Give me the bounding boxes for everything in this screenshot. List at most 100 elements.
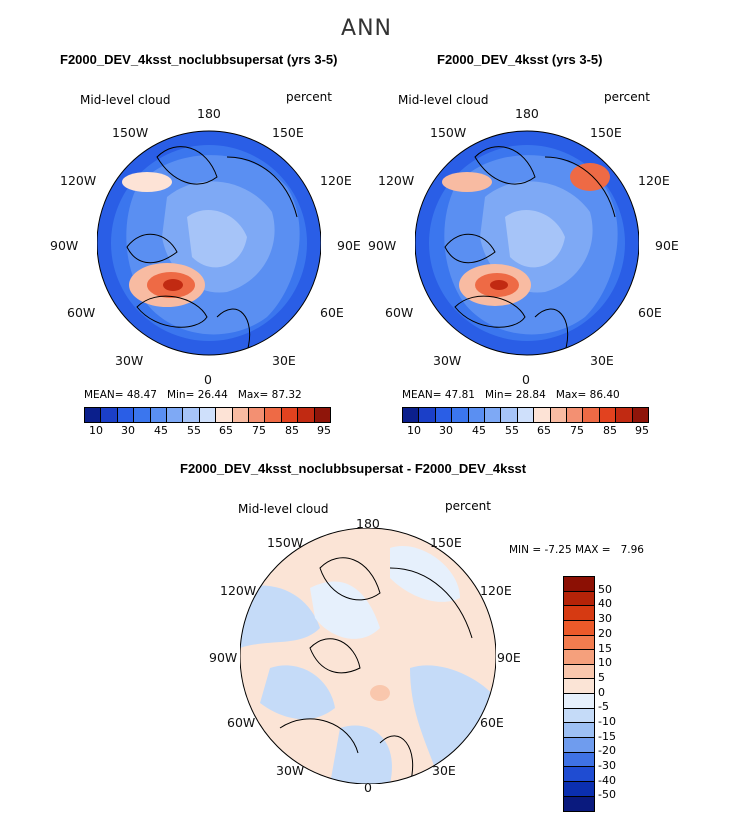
lon-label: 120E xyxy=(320,173,352,188)
colorbar-swatch xyxy=(85,408,102,422)
max-value: 7.96 xyxy=(620,544,644,556)
max-label: Max= xyxy=(237,389,269,401)
colorbar-tick: -15 xyxy=(598,730,616,743)
lon-label: 60E xyxy=(480,715,504,730)
colorbar-tick: 20 xyxy=(598,627,612,640)
colorbar-swatch xyxy=(117,408,135,422)
colorbar-swatch xyxy=(199,408,217,422)
lon-label: 120W xyxy=(220,583,257,598)
colorbar-swatch xyxy=(101,408,118,422)
colorbar-swatch xyxy=(567,408,584,422)
map-fill-neg xyxy=(330,725,392,784)
panel-1-colorbar xyxy=(84,407,331,423)
min-value: 26.44 xyxy=(197,389,228,401)
coastline xyxy=(319,557,381,601)
colorbar-tick: 85 xyxy=(285,424,299,437)
colorbar-swatch xyxy=(564,738,594,753)
mean-value: 47.81 xyxy=(444,389,475,401)
map-fill-warm-2 xyxy=(442,172,492,192)
colorbar-swatch xyxy=(564,606,594,621)
map-fill-neg xyxy=(260,665,335,720)
colorbar-swatch xyxy=(564,694,594,709)
coastline xyxy=(454,295,526,328)
colorbar-swatch xyxy=(183,408,200,422)
lon-label: 60W xyxy=(227,715,256,730)
colorbar-tick: 30 xyxy=(121,424,135,437)
map-fill-warm-3 xyxy=(570,163,610,191)
panel-2-stats: MEAN= 47.81 Min= 28.84 Max= 86.40 xyxy=(402,389,620,401)
map-border xyxy=(97,130,321,356)
max-label: MAX = xyxy=(575,544,611,556)
lon-label: 150W xyxy=(430,125,467,140)
lon-label: 120W xyxy=(378,173,415,188)
colorbar-tick: 30 xyxy=(439,424,453,437)
lon-label: 30E xyxy=(590,353,614,368)
colorbar-swatch xyxy=(583,408,600,422)
lon-label: 30E xyxy=(432,763,456,778)
colorbar-tick: -40 xyxy=(598,774,616,787)
min-value: -7.25 xyxy=(544,544,572,556)
colorbar-tick: -50 xyxy=(598,788,616,801)
map-fill-pale xyxy=(505,209,565,268)
colorbar-tick: 10 xyxy=(407,424,421,437)
lon-label: 30E xyxy=(272,353,296,368)
colorbar-tick: 55 xyxy=(505,424,519,437)
map-fill-neutral xyxy=(310,581,380,639)
panel-3-colorbar xyxy=(563,576,595,813)
min-value: 28.84 xyxy=(515,389,546,401)
lon-label: 150W xyxy=(267,535,304,550)
lon-label: 90E xyxy=(497,650,521,665)
mean-value: 48.47 xyxy=(126,389,157,401)
colorbar-swatch xyxy=(564,708,594,724)
panel-3-units: percent xyxy=(445,499,491,513)
lon-label: 180 xyxy=(356,516,380,531)
panel-2-field-label: Mid-level cloud xyxy=(398,93,489,107)
colorbar-tick: 40 xyxy=(598,597,612,610)
panel-1-map xyxy=(97,130,321,356)
panel-1-units: percent xyxy=(286,90,332,104)
colorbar-tick: 75 xyxy=(570,424,584,437)
panel-2-colorbar-ticks: 10 30 45 55 65 75 85 95 xyxy=(402,424,649,440)
colorbar-swatch xyxy=(550,408,568,422)
lon-label: 150W xyxy=(112,125,149,140)
colorbar-tick: 10 xyxy=(598,656,612,669)
colorbar-tick: 75 xyxy=(252,424,266,437)
lon-label: 90E xyxy=(337,238,361,253)
coastline xyxy=(474,146,536,185)
colorbar-swatch xyxy=(564,635,594,651)
colorbar-swatch xyxy=(419,408,436,422)
panel-2-map xyxy=(415,130,639,356)
coastline xyxy=(444,233,496,264)
colorbar-swatch xyxy=(564,723,594,739)
lon-label: 120E xyxy=(638,173,670,188)
colorbar-swatch xyxy=(150,408,168,422)
colorbar-tick: 15 xyxy=(598,642,612,655)
colorbar-swatch xyxy=(517,408,535,422)
lon-label: 180 xyxy=(197,106,221,121)
colorbar-swatch xyxy=(435,408,453,422)
colorbar-swatch xyxy=(403,408,420,422)
lon-label: 30W xyxy=(115,353,144,368)
coastline xyxy=(534,308,569,353)
lon-label: 120W xyxy=(60,173,97,188)
colorbar-swatch xyxy=(616,408,633,422)
lon-label: 90W xyxy=(209,650,238,665)
map-fill-warm-2 xyxy=(122,172,172,192)
coastline xyxy=(389,567,473,639)
max-label: Max= xyxy=(555,389,587,401)
colorbar-tick: 85 xyxy=(603,424,617,437)
colorbar-tick: -20 xyxy=(598,744,616,757)
colorbar-swatch xyxy=(564,620,594,636)
colorbar-swatch xyxy=(232,408,250,422)
colorbar-tick: 95 xyxy=(635,424,649,437)
map-border xyxy=(415,130,639,356)
colorbar-swatch xyxy=(564,679,594,695)
coastline xyxy=(226,156,298,218)
panel-1-colorbar-ticks: 10 30 45 55 65 75 85 95 xyxy=(84,424,331,440)
mean-label: MEAN= xyxy=(84,389,124,401)
lon-label: 150E xyxy=(430,535,462,550)
min-label: MIN = xyxy=(509,544,542,556)
colorbar-swatch xyxy=(314,408,331,422)
colorbar-swatch xyxy=(134,408,151,422)
colorbar-swatch xyxy=(599,408,617,422)
